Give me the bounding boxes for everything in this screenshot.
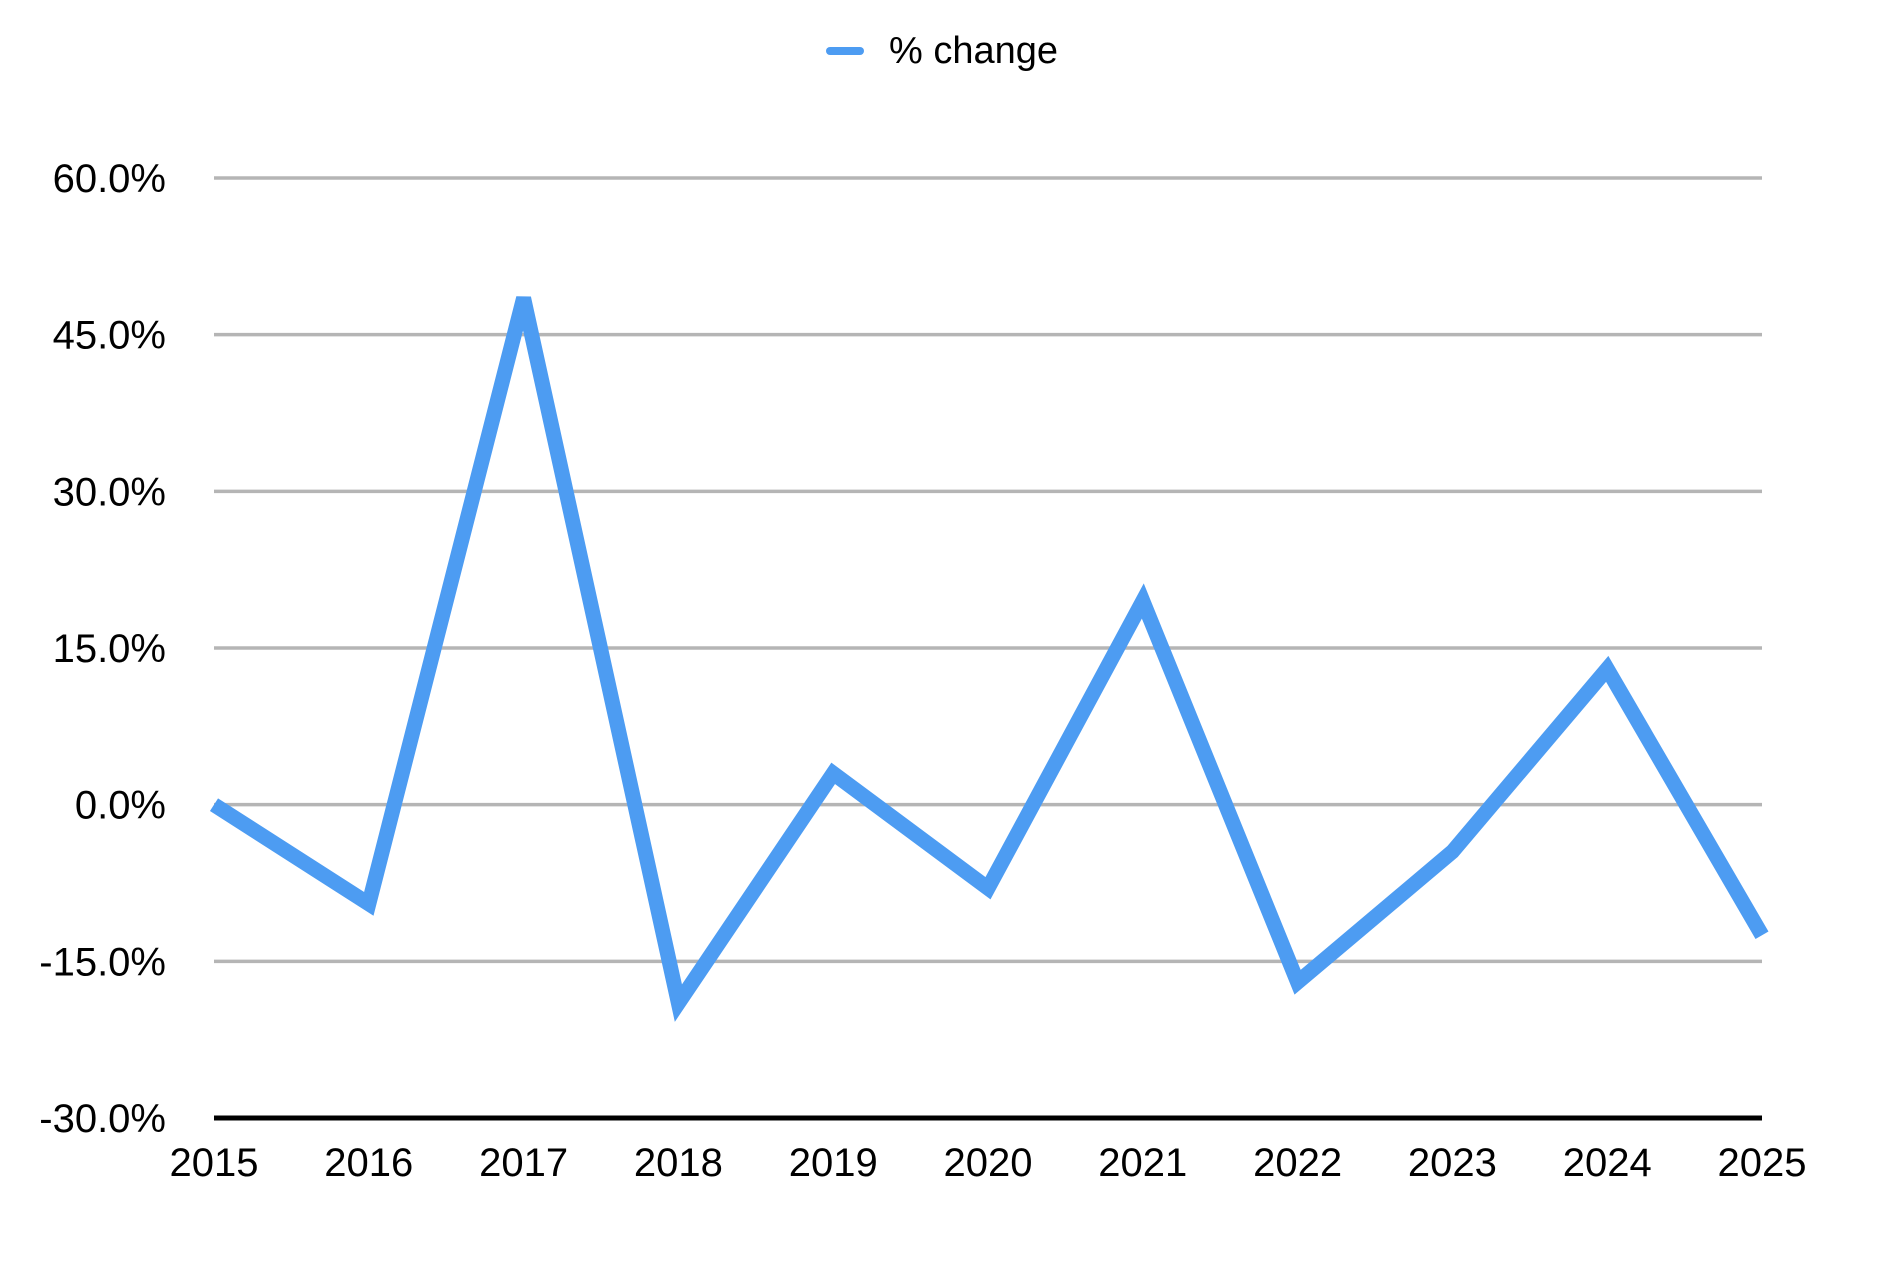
x-axis-tick-label: 2017 xyxy=(479,1141,568,1185)
series-line xyxy=(209,296,1769,1022)
x-axis-tick-label: 2016 xyxy=(324,1141,413,1185)
y-axis-tick-label: 30.0% xyxy=(53,470,166,514)
y-axis-tick-label: 15.0% xyxy=(53,627,166,671)
x-axis-tick-label: 2021 xyxy=(1098,1141,1187,1185)
x-axis-tick-label: 2024 xyxy=(1563,1141,1652,1185)
x-axis-tick-label: 2025 xyxy=(1718,1141,1807,1185)
legend-label: % change xyxy=(889,30,1059,72)
x-axis-tick-label: 2020 xyxy=(944,1141,1033,1185)
x-axis-tick-label: 2015 xyxy=(170,1141,259,1185)
y-axis-tick-label: -30.0% xyxy=(39,1097,166,1141)
x-axis-tick-label: 2023 xyxy=(1408,1141,1497,1185)
y-axis-tick-label: 0.0% xyxy=(75,784,166,828)
x-axis-tick-label: 2018 xyxy=(634,1141,723,1185)
legend-line-swatch xyxy=(826,47,864,55)
x-axis-tick-label: 2019 xyxy=(789,1141,878,1185)
y-axis-tick-label: -15.0% xyxy=(39,940,166,984)
x-axis-tick-label: 2022 xyxy=(1253,1141,1342,1185)
chart-legend: % change xyxy=(826,28,1058,74)
y-axis-tick-label: 45.0% xyxy=(53,314,166,358)
y-axis-tick-label: 60.0% xyxy=(53,157,166,201)
